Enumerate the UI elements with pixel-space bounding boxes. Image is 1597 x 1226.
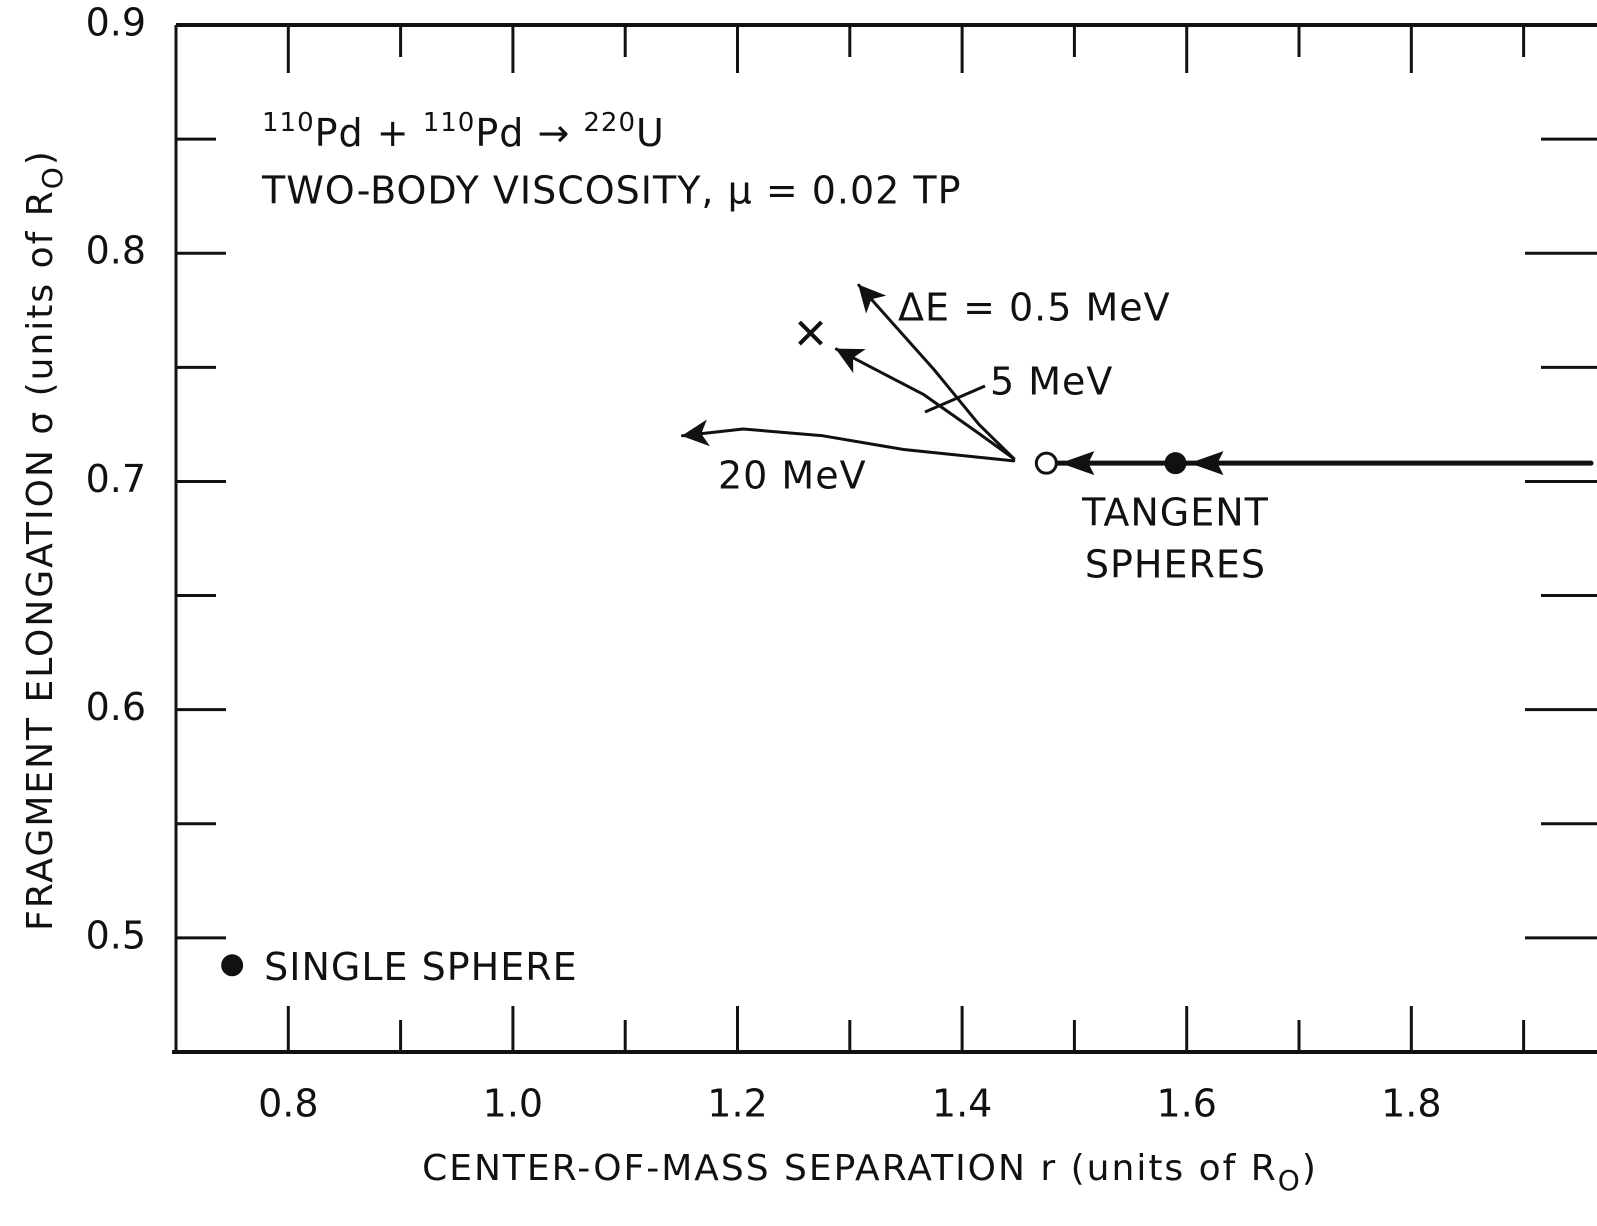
point-label: TANGENT [1081, 491, 1269, 535]
y-tick-label: 0.9 [86, 1, 146, 45]
reaction: 110Pd + 110Pd → 220U [262, 108, 665, 155]
x-tick-label: 1.2 [707, 1082, 767, 1126]
point [1034, 451, 1058, 475]
arrowhead [1189, 451, 1224, 476]
y-tick-label: 0.8 [86, 229, 146, 273]
trajectory [680, 419, 1016, 463]
y-tick-label: 0.5 [86, 913, 146, 957]
subtitle: TWO-BODY VISCOSITY, μ = 0.02 TP [261, 169, 962, 213]
series-label: 20 MeV [718, 454, 867, 498]
trajectory [857, 283, 1016, 461]
y-tick-label: 0.7 [86, 457, 146, 501]
x-tick-label: 1.4 [932, 1082, 992, 1126]
leader-line [924, 384, 986, 414]
y-tick-label: 0.6 [86, 685, 146, 729]
x-tick-label: 1.8 [1381, 1082, 1441, 1126]
arrowhead [1060, 451, 1095, 476]
point-label: SPHERES [1085, 543, 1266, 587]
point-label: SINGLE SPHERE [264, 945, 577, 989]
series-label: 5 MeV [990, 360, 1113, 404]
point [798, 320, 823, 346]
point [1164, 452, 1187, 475]
x-axis-label: CENTER-OF-MASS SEPARATION r (units of RO… [422, 1148, 1318, 1197]
x-tick-label: 1.0 [483, 1082, 543, 1126]
series-label: ΔE = 0.5 MeV [898, 286, 1171, 330]
trajectory [834, 347, 1016, 461]
y-axis-label: FRAGMENT ELONGATION σ (units of RO) [20, 149, 69, 931]
x-tick-label: 1.6 [1156, 1082, 1216, 1126]
x-tick-label: 0.8 [258, 1082, 318, 1126]
point [221, 954, 244, 977]
